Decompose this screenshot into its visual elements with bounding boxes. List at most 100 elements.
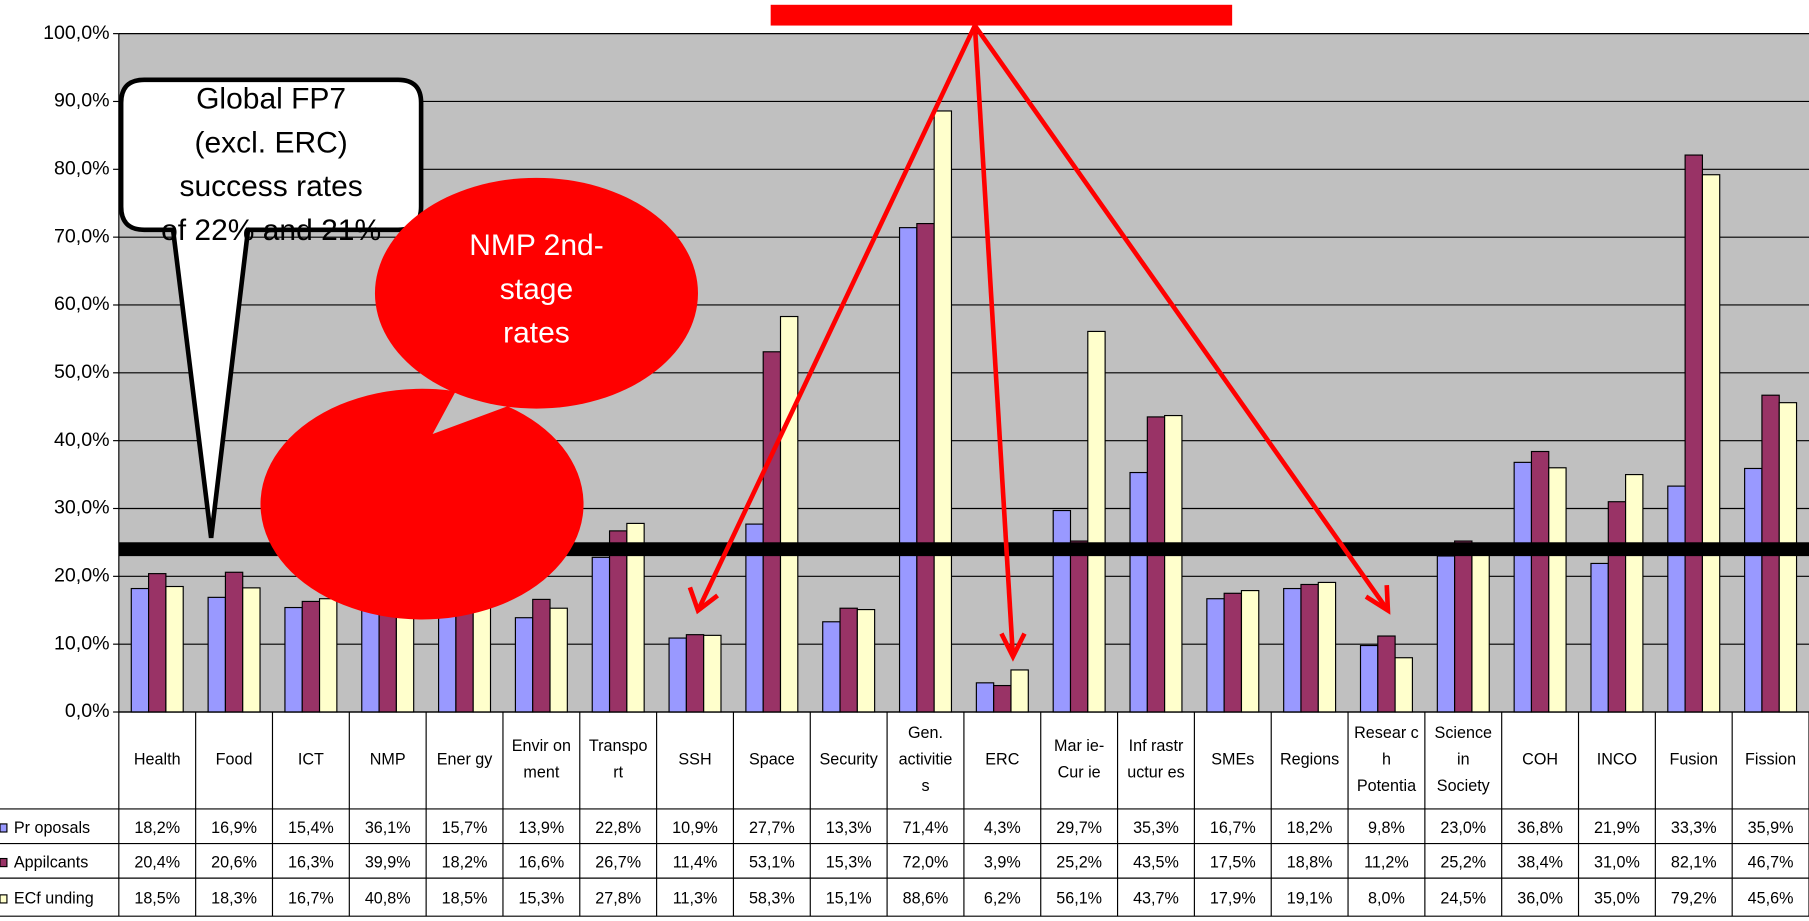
x-tick-label: ICT xyxy=(298,751,324,769)
y-tick-label: 40,0% xyxy=(54,429,110,451)
legend-swatch xyxy=(0,823,8,833)
bar xyxy=(1625,473,1644,713)
bar xyxy=(1300,583,1319,713)
value-label: 15,7% xyxy=(442,819,488,837)
x-tick-label: ERC xyxy=(985,751,1019,769)
bar xyxy=(301,600,321,713)
value-label: 4,3% xyxy=(984,819,1021,837)
bar xyxy=(1684,154,1703,713)
value-label: 23,0% xyxy=(1440,819,1486,837)
callout-ellipse xyxy=(260,388,584,620)
bar xyxy=(1317,581,1337,713)
bar xyxy=(898,227,918,713)
x-tick-label: INCO xyxy=(1597,751,1637,769)
bar xyxy=(779,315,799,713)
value-label: 18,5% xyxy=(134,890,180,908)
value-label: 18,3% xyxy=(211,890,257,908)
legend-swatch xyxy=(0,857,8,868)
value-label: 38,4% xyxy=(1517,853,1563,871)
y-tick-label: 90,0% xyxy=(54,90,110,112)
bar xyxy=(1052,509,1072,713)
y-tick-label: 0,0% xyxy=(65,700,110,722)
arrows xyxy=(687,24,1391,662)
value-label: 26,7% xyxy=(595,853,641,871)
value-label: 36,8% xyxy=(1517,819,1563,837)
value-label: 43,7% xyxy=(1133,890,1179,908)
bar xyxy=(130,587,150,713)
value-label: 17,5% xyxy=(1210,853,1256,871)
value-label: 18,2% xyxy=(442,853,488,871)
x-tick-label: COH xyxy=(1522,751,1558,769)
x-tick-label: Health xyxy=(134,751,181,769)
bar xyxy=(608,530,628,713)
value-label: 15,3% xyxy=(826,853,872,871)
legend-label: Pr oposals xyxy=(14,819,90,837)
value-label: 88,6% xyxy=(903,890,949,908)
value-label: 43,5% xyxy=(1133,853,1179,871)
value-label: 16,6% xyxy=(518,853,564,871)
x-tick-label: Envir on ment xyxy=(512,737,571,782)
value-label: 72,0% xyxy=(903,853,949,871)
value-label: 3,9% xyxy=(984,853,1021,871)
bar xyxy=(591,556,611,713)
bar xyxy=(856,608,876,713)
value-label: 25,2% xyxy=(1440,853,1486,871)
bar xyxy=(148,573,167,713)
x-tick-label: Ener gy xyxy=(437,751,494,769)
value-label: 15,3% xyxy=(518,890,564,908)
value-label: 19,1% xyxy=(1287,890,1333,908)
bar xyxy=(1164,414,1183,713)
value-label: 36,0% xyxy=(1517,890,1563,908)
bar xyxy=(318,598,338,713)
top-box xyxy=(770,4,1233,26)
x-tick-label: Regions xyxy=(1280,751,1339,769)
value-label: 16,7% xyxy=(288,890,334,908)
value-label: 21,9% xyxy=(1594,819,1640,837)
value-label: 8,0% xyxy=(1368,890,1405,908)
value-label: 20,6% xyxy=(211,853,257,871)
x-tick-label: Science in Society xyxy=(1435,724,1492,795)
bar xyxy=(549,607,568,713)
bar xyxy=(1454,540,1473,713)
bar xyxy=(762,351,782,713)
value-label: 31,0% xyxy=(1594,853,1640,871)
annotation: Global FP7 (excl. ERC) success rates of 22%… xyxy=(161,82,381,247)
bar xyxy=(514,617,534,713)
y-tick-label: 60,0% xyxy=(54,293,110,315)
value-label: 45,6% xyxy=(1748,890,1794,908)
bar xyxy=(532,598,551,713)
y-tick-label: 100,0% xyxy=(43,22,110,44)
value-label: 18,2% xyxy=(1287,819,1333,837)
bar xyxy=(839,607,858,713)
bar xyxy=(1377,635,1396,713)
y-tick-label: 70,0% xyxy=(54,225,110,247)
value-label: 71,4% xyxy=(903,819,949,837)
bar xyxy=(438,604,457,713)
bar xyxy=(1206,598,1225,713)
data-table: Health 18,2% 20,4% 18,5% Food 16,9% 20,6% 18,3%… xyxy=(0,711,1809,917)
value-label: 35,0% xyxy=(1594,890,1640,908)
bar xyxy=(1701,174,1721,713)
value-label: 11,4% xyxy=(673,853,718,871)
bar xyxy=(1240,590,1260,713)
value-label: 11,2% xyxy=(1364,853,1409,871)
x-tick-label: Mar ie-Cur ie xyxy=(1054,737,1104,782)
bar xyxy=(822,621,841,713)
bar xyxy=(1513,461,1533,713)
bar xyxy=(685,634,705,713)
value-label: 46,7% xyxy=(1748,853,1794,871)
value-label: 25,2% xyxy=(1056,853,1102,871)
x-tick-label: SSH xyxy=(678,751,711,769)
y-tick-label: 10,0% xyxy=(54,632,110,654)
x-tick-label: Resear c h Potentia xyxy=(1354,724,1419,795)
value-label: 17,9% xyxy=(1210,890,1256,908)
bar xyxy=(1010,669,1029,713)
bar xyxy=(668,637,687,713)
value-label: 18,5% xyxy=(442,890,488,908)
bar xyxy=(224,571,244,713)
y-tick-label: 30,0% xyxy=(54,497,110,519)
value-label: 56,1% xyxy=(1056,890,1102,908)
bar xyxy=(1590,562,1609,713)
value-label: 13,3% xyxy=(826,819,872,837)
